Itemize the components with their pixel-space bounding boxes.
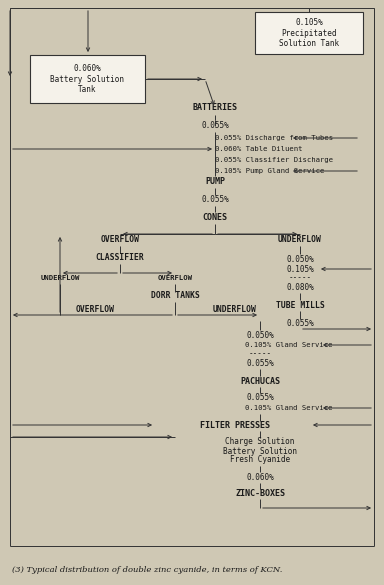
Text: 0.050%: 0.050% — [286, 254, 314, 263]
Text: 0.055% Classifier Discharge: 0.055% Classifier Discharge — [215, 157, 333, 163]
Text: -----: ----- — [288, 274, 311, 283]
Text: 0.055%: 0.055% — [201, 195, 229, 205]
Text: 0.055%: 0.055% — [246, 359, 274, 367]
Text: 0.055% Discharge from Tubes: 0.055% Discharge from Tubes — [215, 135, 333, 141]
Text: TUBE MILLS: TUBE MILLS — [276, 301, 324, 309]
Text: 0.055%: 0.055% — [201, 122, 229, 130]
Text: Charge Solution: Charge Solution — [225, 438, 295, 446]
Text: CLASSIFIER: CLASSIFIER — [96, 253, 144, 263]
Text: Battery Solution: Battery Solution — [223, 446, 297, 456]
Text: 0.050%: 0.050% — [246, 331, 274, 339]
Text: 0.080%: 0.080% — [286, 283, 314, 291]
Text: Fresh Cyanide: Fresh Cyanide — [230, 456, 290, 464]
Text: -----: ----- — [248, 349, 271, 359]
Text: 0.060%
Battery Solution
Tank: 0.060% Battery Solution Tank — [51, 64, 124, 94]
Text: 0.055%: 0.055% — [246, 394, 274, 402]
Text: DORR TANKS: DORR TANKS — [151, 291, 199, 301]
Text: OVERFLOW: OVERFLOW — [101, 236, 139, 245]
Text: 0.105% Gland Service: 0.105% Gland Service — [245, 405, 333, 411]
Text: UNDERFLOW: UNDERFLOW — [278, 236, 322, 245]
Text: 0.060%: 0.060% — [246, 473, 274, 481]
Text: 0.105%: 0.105% — [286, 264, 314, 274]
Text: 0.105%
Precipitated
Solution Tank: 0.105% Precipitated Solution Tank — [279, 18, 339, 48]
Text: 0.105% Pump Gland Service: 0.105% Pump Gland Service — [215, 168, 324, 174]
Bar — [255, 12, 363, 54]
Text: PUMP: PUMP — [205, 177, 225, 187]
Text: UNDERFLOW: UNDERFLOW — [213, 305, 257, 315]
Text: OVERFLOW: OVERFLOW — [76, 305, 114, 315]
Text: ZINC-BOXES: ZINC-BOXES — [235, 488, 285, 497]
Text: (3) Typical distribution of double zinc cyanide, in terms of KCN.: (3) Typical distribution of double zinc … — [12, 566, 282, 574]
Text: OVERFLOW: OVERFLOW — [157, 275, 192, 281]
Text: PACHUCAS: PACHUCAS — [240, 377, 280, 386]
Text: BATTERIES: BATTERIES — [192, 104, 237, 112]
Text: 0.055%: 0.055% — [286, 318, 314, 328]
Text: 0.060% Table Diluent: 0.060% Table Diluent — [215, 146, 303, 152]
Text: CONES: CONES — [202, 214, 227, 222]
Text: FILTER PRESSES: FILTER PRESSES — [200, 421, 270, 429]
Text: UNDERFLOW: UNDERFLOW — [40, 275, 80, 281]
Text: 0.105% Gland Service: 0.105% Gland Service — [245, 342, 333, 348]
Bar — [30, 55, 145, 103]
